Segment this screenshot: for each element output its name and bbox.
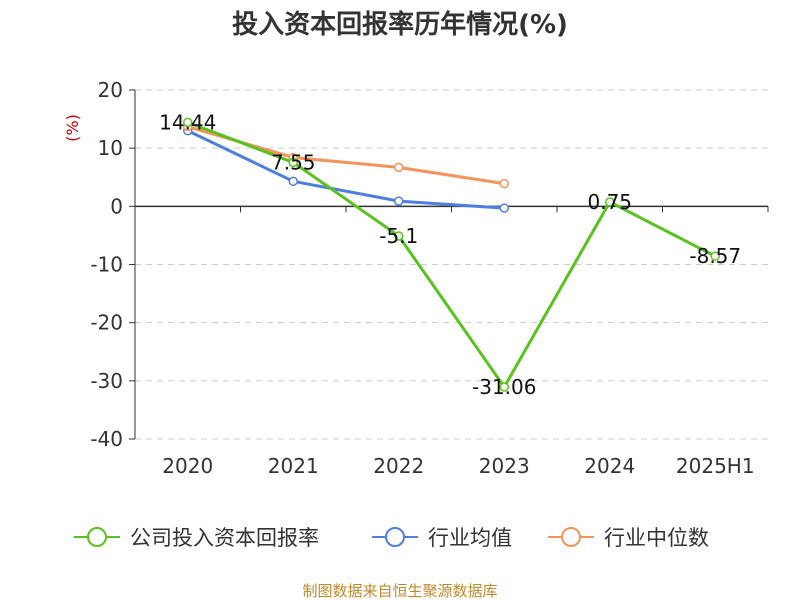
legend: 公司投入资本回报率 行业均值 行业中位数 — [74, 526, 709, 550]
y-tick-label: -40 — [90, 427, 123, 451]
data-label: 7.55 — [271, 150, 316, 174]
data-point — [499, 203, 509, 213]
gridlines — [135, 89, 768, 440]
y-tick-label: 20 — [98, 78, 123, 102]
data-labels: 14.44 7.55 -5.1 -31.06 0.75 -8.57 — [159, 110, 741, 399]
x-tick-label: 2025H1 — [676, 454, 755, 478]
data-point — [605, 197, 615, 207]
x-tick-label: 2024 — [584, 454, 635, 478]
chart-title: 投入资本回报率历年情况(%) — [232, 9, 568, 40]
data-point — [394, 162, 404, 173]
y-tick-label: 10 — [98, 136, 123, 160]
data-point — [288, 157, 298, 168]
x-tick-label: 2022 — [373, 454, 424, 478]
x-tick-labels: 2020 2021 2022 2023 2024 2025H1 — [162, 454, 754, 478]
data-point — [499, 382, 509, 392]
data-point — [394, 231, 404, 241]
data-label: -5.1 — [379, 224, 418, 248]
y-tick-label: 0 — [110, 194, 123, 218]
data-point — [288, 176, 298, 187]
series-line-0 — [187, 120, 716, 389]
legend-marker — [385, 527, 405, 547]
series-lines — [183, 117, 720, 392]
data-point — [183, 117, 193, 128]
legend-marker — [87, 527, 107, 547]
legend-label: 公司投入资本回报率 — [130, 526, 319, 550]
y-tick-label: -20 — [90, 311, 123, 335]
data-point — [710, 251, 720, 261]
legend-marker — [561, 527, 581, 547]
legend-item: 行业均值 — [372, 526, 512, 550]
legend-item: 公司投入资本回报率 — [74, 526, 319, 550]
y-axis-unit: (%) — [63, 114, 82, 142]
legend-label: 行业均值 — [428, 526, 512, 550]
axes — [129, 89, 769, 440]
legend-item: 行业中位数 — [548, 526, 709, 550]
data-point — [394, 196, 404, 206]
data-label: -31.06 — [472, 375, 536, 399]
data-label: 14.44 — [159, 110, 216, 134]
data-label: 0.75 — [587, 190, 632, 214]
y-tick-label: -30 — [90, 369, 123, 393]
source-note: 制图数据来自恒生聚源数据库 — [302, 582, 497, 600]
data-point — [499, 178, 509, 189]
legend-label: 行业中位数 — [604, 526, 709, 550]
x-tick-label: 2021 — [268, 454, 319, 478]
data-label: -8.57 — [689, 244, 741, 268]
x-tick-label: 2023 — [479, 454, 530, 478]
series-line-1 — [187, 129, 505, 210]
y-tick-labels: 20 10 0 -10 -20 -30 -40 — [90, 78, 123, 451]
x-tick-label: 2020 — [162, 454, 213, 478]
y-tick-label: -10 — [90, 253, 123, 277]
